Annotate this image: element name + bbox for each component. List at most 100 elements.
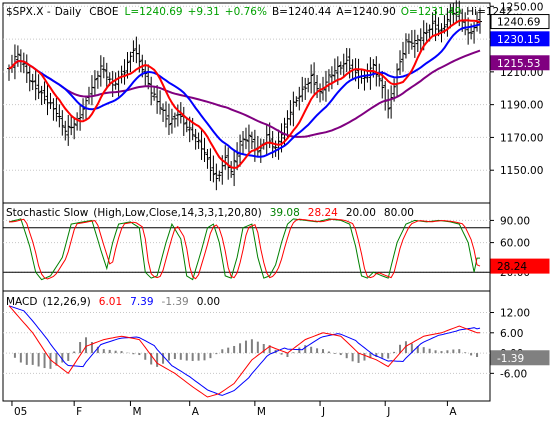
price-bar (448, 3, 453, 29)
short-moving-average-line (8, 19, 481, 170)
price-bar (208, 148, 213, 182)
price-bar (315, 74, 320, 99)
price-bar (149, 76, 154, 106)
y-tick-label: 12.00 (500, 308, 530, 320)
price-bar (57, 104, 62, 128)
price-bar (270, 131, 275, 159)
price-bar (223, 145, 228, 170)
price-bar (338, 61, 343, 75)
y-tick-label: 90.00 (500, 215, 530, 227)
price-bar (258, 138, 263, 163)
x-tick-label: M (132, 406, 141, 418)
price-bar (184, 116, 189, 133)
price-bar (33, 69, 38, 101)
price-bar (202, 138, 207, 163)
price-bar (24, 54, 29, 83)
y-tick-label: 1250.00 (500, 1, 543, 13)
value-tag-box (490, 350, 550, 366)
price-bar (217, 170, 222, 182)
price-bar (15, 45, 20, 67)
price-bar (430, 12, 435, 37)
header-open: O=1231.49 (401, 6, 461, 18)
price-bar (347, 48, 352, 79)
value-tag-label: -1.39 (497, 353, 524, 365)
price-bar (288, 100, 293, 126)
price-bar (42, 81, 47, 105)
price-bar (297, 86, 302, 111)
macd-header: MACD (12,26,9) 6.01 7.39 -1.39 0.00 (6, 296, 220, 308)
price-bar (451, 2, 456, 25)
header-high: Hi=1242... (466, 6, 522, 18)
price-bar (152, 86, 157, 101)
stochastic-header: Stochastic Slow (High,Low,Close,14,3,3,1,… (6, 207, 414, 219)
price-bar (169, 108, 174, 134)
macd-hist-value: -1.39 (162, 296, 189, 308)
price-bar (238, 134, 243, 167)
price-header: $SPX.X - Daily CBOE L=1240.69 +9.31 +0.76% B=12… (6, 6, 523, 18)
price-bar (341, 53, 346, 78)
header-ask: A=1240.90 (336, 6, 395, 18)
price-bar (131, 40, 136, 62)
price-bar (196, 132, 201, 149)
price-bar (398, 50, 403, 75)
price-bar (172, 112, 177, 128)
price-bar (246, 124, 251, 153)
x-tick-label: 05 (14, 406, 27, 418)
price-bar (303, 77, 308, 100)
price-bar (101, 57, 106, 79)
price-bar (362, 69, 367, 91)
price-bar (412, 29, 417, 58)
price-bar (309, 64, 314, 94)
x-tick-label: J (386, 406, 390, 418)
stochastic-level-high: 80.00 (384, 207, 414, 219)
price-bar (478, 7, 482, 34)
price-bar (403, 33, 408, 59)
y-tick-label: 1170.00 (500, 132, 543, 144)
price-bar (409, 30, 414, 50)
price-bar (243, 127, 248, 150)
price-panel: 1150.001170.001190.001210.001230.001250.… (2, 0, 550, 204)
price-tags: 1240.69 1230.15 1215.53 (490, 14, 550, 71)
stochastic-title: Stochastic Slow (6, 207, 89, 219)
price-bar (424, 22, 429, 43)
price-bar (98, 55, 103, 87)
price-bar (164, 101, 168, 128)
macd-params: (12,26,9) (42, 296, 90, 308)
price-bar (193, 128, 198, 150)
macd-panel: 12.00 6.00 0.00 -6.00 -1.39 MACD (12,26,9) 6.… (2, 290, 550, 402)
stochastic-k-line (8, 218, 480, 281)
header-change-pct: +0.76% (225, 6, 267, 18)
price-bar (60, 110, 65, 136)
price-bar (81, 98, 86, 120)
macd-value: 6.01 (99, 296, 122, 308)
price-bar (368, 57, 373, 90)
x-axis: 05 F M A M J J A (3, 400, 490, 418)
price-bar (389, 85, 394, 119)
macd-signal-line (8, 305, 481, 396)
price-bars (7, 0, 482, 191)
price-bar (205, 149, 210, 169)
macd-line (8, 305, 480, 398)
macd-signal-value: 7.39 (130, 296, 153, 308)
price-plot-frame (2, 2, 491, 204)
y-tick-label: 6.00 (500, 328, 523, 340)
header-period: Daily (55, 6, 82, 18)
price-bar (312, 62, 317, 94)
stochastic-panel: 90.00 60.00 20.00 28.24 Stochastic Slow (Hi… (2, 202, 550, 292)
x-tick-label: A (192, 406, 200, 418)
price-bar (332, 58, 337, 81)
y-tick-label: 1190.00 (500, 100, 543, 112)
price-bar (294, 96, 299, 107)
long-moving-average-line (43, 49, 481, 138)
macd-zero-value: 0.00 (197, 296, 220, 308)
header-symbol: $SPX.X (6, 6, 43, 18)
price-bar (63, 120, 68, 141)
y-tick-label: -6.00 (500, 368, 527, 380)
stochastic-d-line (9, 218, 481, 280)
price-bar (39, 85, 44, 106)
price-bar (54, 97, 59, 122)
price-bar (344, 47, 349, 73)
header-exchange: CBOE (89, 6, 118, 18)
price-bar (12, 44, 17, 80)
